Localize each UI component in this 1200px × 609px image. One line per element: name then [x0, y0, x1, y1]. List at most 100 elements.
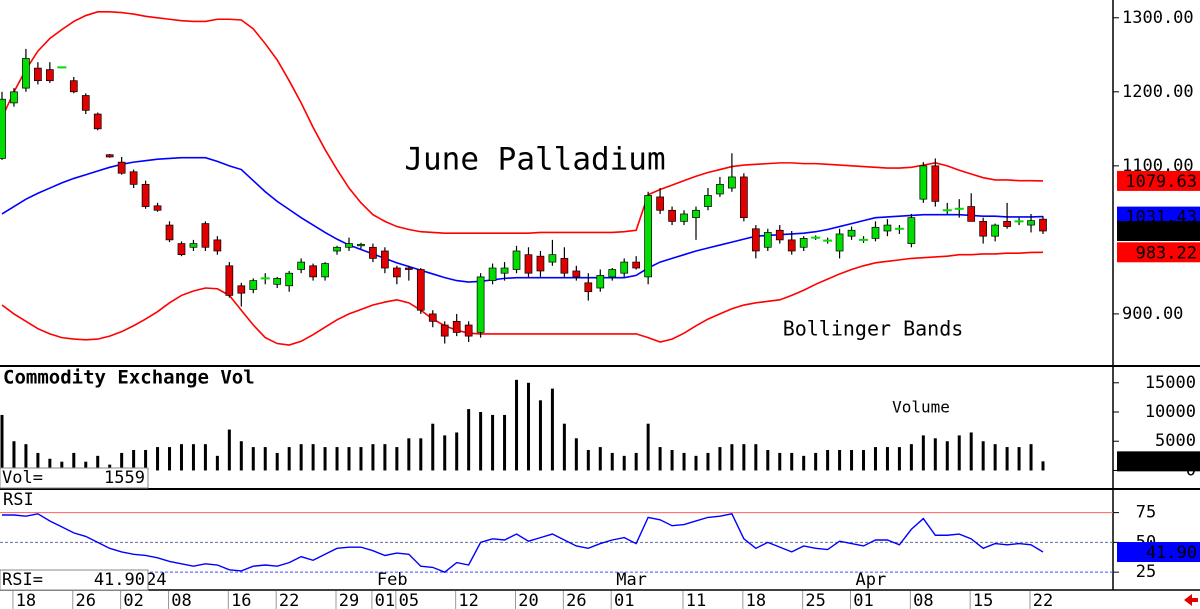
last-value-label: 41.90 — [1146, 543, 1197, 563]
volume-bar — [862, 450, 866, 471]
candle-body — [991, 224, 999, 237]
volume-bar — [168, 447, 172, 471]
y-tick-label: 900.00 — [1122, 304, 1183, 324]
candle-body — [440, 324, 449, 337]
candle-body — [464, 324, 473, 337]
candle-body — [153, 205, 162, 211]
volume-bar — [515, 379, 519, 471]
candle-body — [632, 261, 641, 269]
candle-body — [512, 250, 521, 270]
candle-body — [165, 224, 174, 241]
volume-bar — [850, 450, 854, 471]
candle-body — [1039, 218, 1047, 232]
volume-bar — [347, 447, 351, 471]
volume-bar — [60, 461, 64, 471]
candle-body — [656, 196, 664, 211]
volume-bar — [395, 447, 399, 471]
volume-bar — [718, 447, 722, 471]
candle-body — [273, 278, 282, 285]
volume-bar — [933, 438, 937, 471]
candle-body — [249, 280, 258, 290]
x-tick-label: 01 — [375, 591, 395, 609]
candle-body — [835, 233, 844, 252]
candle-body — [416, 269, 425, 311]
last-value-label: 1559 — [1156, 452, 1197, 472]
volume-bar — [694, 455, 698, 471]
x-tick-label: 22 — [279, 591, 299, 609]
last-value-label: 983.22 — [1136, 243, 1197, 263]
volume-bar — [191, 444, 195, 471]
candle-body — [297, 261, 305, 270]
candle-body — [931, 165, 940, 202]
y-tick-label: 10000 — [1145, 402, 1196, 422]
volume-bar — [574, 438, 578, 471]
x-tick-label: 26 — [76, 591, 96, 609]
panel-title: Commodity Exchange Vol — [3, 367, 255, 389]
y-tick-label: 1200.00 — [1122, 82, 1194, 102]
volume-bar — [251, 447, 255, 471]
candle-body — [488, 267, 497, 281]
candle-body — [919, 165, 928, 200]
volume-bar — [491, 414, 495, 471]
volume-bar — [144, 450, 148, 471]
volume-bar — [431, 423, 435, 471]
volume-bar — [156, 447, 160, 471]
candle-body — [967, 206, 976, 222]
volume-bar — [1017, 447, 1021, 471]
readout-label: RSI= — [2, 570, 43, 590]
candle-body — [321, 263, 329, 278]
candle-body — [907, 217, 916, 244]
volume-bar — [885, 447, 889, 471]
candle-body — [189, 243, 198, 248]
volume-bar — [802, 455, 806, 471]
volume-bar — [598, 447, 602, 471]
candle-body — [22, 58, 30, 89]
x-tick-label: 08 — [913, 591, 933, 609]
volume-bar — [754, 444, 758, 471]
x-tick-label: 25 — [805, 591, 825, 609]
volume-bar — [610, 452, 614, 471]
last-value-label: 1079.63 — [1125, 172, 1197, 192]
volume-bar — [203, 444, 207, 471]
candle-body — [536, 255, 545, 272]
volume-bar — [921, 435, 925, 471]
x-tick-label: 18 — [746, 591, 766, 609]
candle-body — [225, 265, 234, 296]
volume-bar — [407, 438, 411, 471]
volume-bar — [1029, 444, 1033, 471]
volume-bar — [323, 447, 327, 471]
candle-body — [871, 226, 880, 239]
x-tick-label: 08 — [171, 591, 191, 609]
candle-body — [644, 195, 652, 278]
volume-bar — [443, 435, 447, 471]
volume-bar — [957, 435, 961, 471]
candle-body — [763, 232, 772, 248]
candle-body — [201, 223, 210, 248]
volume-bar — [287, 447, 291, 471]
volume-bar — [371, 444, 375, 471]
annotation: Bollinger Bands — [783, 317, 964, 341]
y-tick-label: 15000 — [1145, 373, 1196, 393]
panel-title: RSI — [3, 490, 34, 510]
candle-body — [393, 267, 401, 278]
band-line — [1, 251, 1044, 346]
volume-bar — [227, 429, 231, 471]
y-tick-label: 25 — [1136, 562, 1156, 582]
volume-bar — [275, 452, 279, 471]
candle-body — [740, 176, 748, 219]
scroll-arrow[interactable] — [1184, 594, 1198, 606]
candle-body — [716, 184, 724, 195]
last-value-label-box — [1117, 542, 1200, 563]
last-value-label-box — [1117, 170, 1200, 191]
candle-body — [129, 171, 138, 185]
candle-body — [117, 161, 126, 174]
candle-body — [596, 275, 605, 289]
volume-bar — [706, 452, 710, 471]
volume-bar — [359, 447, 363, 471]
last-value-label-box — [1117, 242, 1200, 263]
candle-body — [141, 184, 150, 207]
x-tick-label: 20 — [518, 591, 538, 609]
